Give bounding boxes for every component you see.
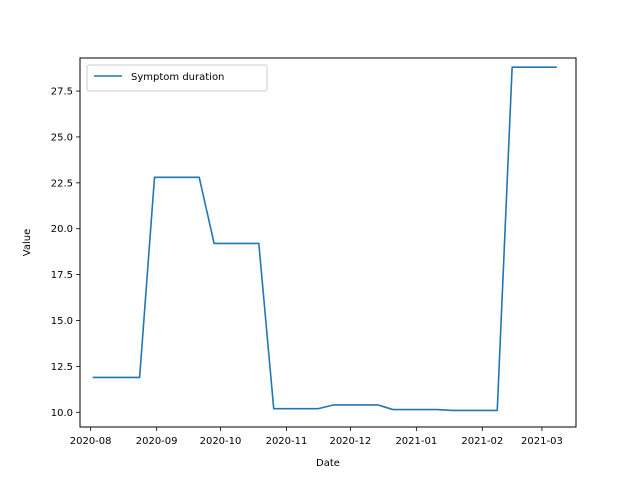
y-tick-label: 12.5 [51,362,73,373]
y-tick-label: 22.5 [51,178,73,189]
axes-frame [79,57,577,428]
legend: Symptom duration [86,64,268,92]
y-tick-label: 15.0 [51,316,73,327]
legend-entry-label: Symptom duration [131,72,224,83]
y-tick-label: 25.0 [51,132,73,143]
plot-area [79,57,577,428]
y-tick-label: 17.5 [51,270,73,281]
x-tick-label: 2021-03 [521,436,563,447]
y-tick-label: 20.0 [51,224,73,235]
legend-box [86,64,268,92]
x-tick-label: 2021-01 [395,436,437,447]
series-line-0 [92,66,557,412]
y-tick-label: 10.0 [51,408,73,419]
x-tick-label: 2020-10 [200,436,242,447]
y-tick-label: 27.5 [51,87,73,98]
x-axis-ticks: 2020-08 2020-09 2020-10 2020-11 2020-12 2021-… [70,427,563,447]
y-axis-ticks: 10.0 12.5 15.0 17.5 20.0 22.5 25.0 27.5 [51,87,80,419]
x-tick-label: 2021-02 [461,436,503,447]
x-tick-label: 2020-09 [136,436,178,447]
x-axis-label: Date [316,458,340,469]
x-tick-label: 2020-08 [70,436,112,447]
x-tick-label: 2020-11 [266,436,308,447]
y-axis-label: Value [22,229,33,256]
x-tick-label: 2020-12 [329,436,371,447]
series-group [92,66,557,412]
